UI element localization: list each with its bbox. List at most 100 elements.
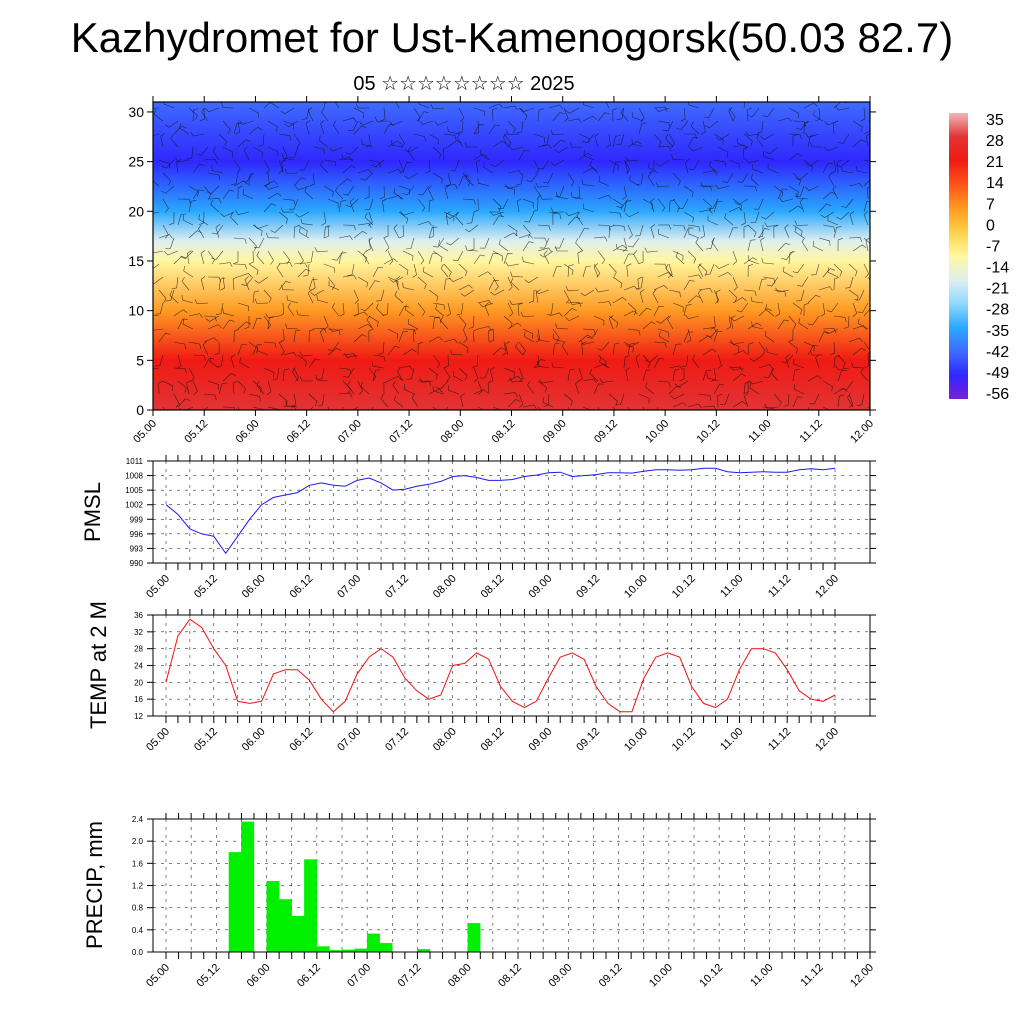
wind-barb <box>239 120 254 125</box>
wind-barb <box>737 172 749 183</box>
wind-barb <box>360 172 374 181</box>
wind-barb <box>465 173 475 187</box>
wind-barb <box>498 239 509 252</box>
wind-barb <box>320 120 325 135</box>
wind-barb <box>492 406 502 410</box>
wind-barb <box>833 315 847 323</box>
wind-barb <box>293 133 301 148</box>
wind-barb <box>232 276 238 291</box>
wind-barb <box>222 189 235 200</box>
wind-barb <box>505 184 520 189</box>
temp-xtick-label: 05.12 <box>192 726 220 754</box>
wind-barb <box>822 380 833 392</box>
wind-barb <box>831 159 837 174</box>
wind-barb <box>310 289 325 296</box>
wind-barb <box>169 211 175 226</box>
temp-ytick-label: 24 <box>134 662 143 671</box>
wind-barb <box>653 285 668 291</box>
wind-barb <box>263 203 277 213</box>
wind-barb <box>332 120 340 135</box>
wind-barb <box>257 345 269 356</box>
wind-barb <box>479 237 490 249</box>
wind-barb <box>192 380 198 395</box>
wind-barb <box>342 224 356 231</box>
wind-barb <box>417 111 429 122</box>
wind-barb <box>272 367 280 381</box>
colorbar-labels: 35 28 21 14 7 0 -7 -14 -21 -28 -35 -42 -49 -56 <box>986 112 1009 403</box>
wind-barb <box>631 138 644 148</box>
wind-barb <box>353 107 365 119</box>
wind-barb <box>747 239 756 252</box>
wind-barb <box>308 358 321 369</box>
wind-barb <box>215 302 224 315</box>
wind-barb <box>837 370 847 382</box>
wind-barb <box>489 328 495 343</box>
wind-barb <box>161 185 175 194</box>
wind-barb <box>597 194 612 200</box>
wind-barb <box>473 107 485 117</box>
wind-barb <box>863 179 870 187</box>
wind-barb <box>173 309 188 317</box>
temp-xtick-label: 06.00 <box>240 726 268 754</box>
wind-barb <box>578 133 590 144</box>
wind-barb <box>858 318 869 330</box>
wind-barb <box>440 263 449 278</box>
wind-barb <box>153 328 164 331</box>
wind-barb <box>237 272 252 278</box>
wind-barb <box>473 254 486 265</box>
wind-barb <box>177 198 191 205</box>
wind-barb <box>852 244 867 252</box>
wind-barb <box>181 294 194 304</box>
wind-barb <box>406 367 415 380</box>
wind-barb <box>518 393 524 408</box>
wind-barb <box>750 296 764 304</box>
wind-barb <box>766 347 779 356</box>
wind-barb <box>507 322 522 330</box>
precip-ytick-label: 0.4 <box>132 926 144 935</box>
pmsl-xtick-label: 12.00 <box>813 573 841 601</box>
wind-barb <box>634 224 644 237</box>
pmsl-xtick-label: 05.00 <box>144 573 172 601</box>
wind-barb <box>308 107 314 122</box>
wind-barb <box>372 354 386 362</box>
wind-barb <box>761 211 775 220</box>
wind-barb <box>473 389 488 395</box>
wind-barb <box>642 354 651 368</box>
wind-barb <box>207 380 219 390</box>
wind-barb <box>612 297 627 304</box>
wind-barb <box>203 337 218 343</box>
wind-barb <box>672 224 686 231</box>
cross-section-ytick-label: 0 <box>136 402 144 418</box>
wind-barb <box>550 207 565 213</box>
wind-barb <box>398 133 405 148</box>
wind-barb <box>743 146 749 161</box>
wind-barb <box>526 172 539 183</box>
wind-barb <box>329 327 344 333</box>
cross-section-xtick-label: 09.00 <box>541 418 569 446</box>
wind-barb <box>775 287 790 293</box>
pmsl-ytick-label: 1008 <box>125 472 143 481</box>
wind-barb <box>177 380 187 393</box>
temp-ytick-label: 36 <box>134 611 143 620</box>
precip-bar <box>379 942 393 953</box>
wind-barb <box>605 133 611 148</box>
wind-barb <box>402 328 416 335</box>
wind-barb <box>460 289 475 297</box>
wind-barb <box>361 139 374 148</box>
wind-barb <box>207 198 222 204</box>
wind-barb <box>398 365 413 371</box>
wind-barb <box>683 331 694 343</box>
wind-barb <box>522 404 537 410</box>
precip-xtick-label: 12.00 <box>848 962 876 990</box>
wind-barb <box>474 120 480 135</box>
cross-section-ytick-label: 10 <box>128 303 144 319</box>
wind-barb <box>866 186 870 200</box>
wind-barb <box>359 120 374 126</box>
wind-barb <box>732 250 738 265</box>
wind-barb <box>773 185 784 198</box>
wind-barb <box>412 328 418 343</box>
wind-barb <box>267 316 275 330</box>
colorbar-label: -21 <box>986 281 1009 298</box>
wind-barb <box>715 133 730 141</box>
wind-barb <box>532 198 539 212</box>
